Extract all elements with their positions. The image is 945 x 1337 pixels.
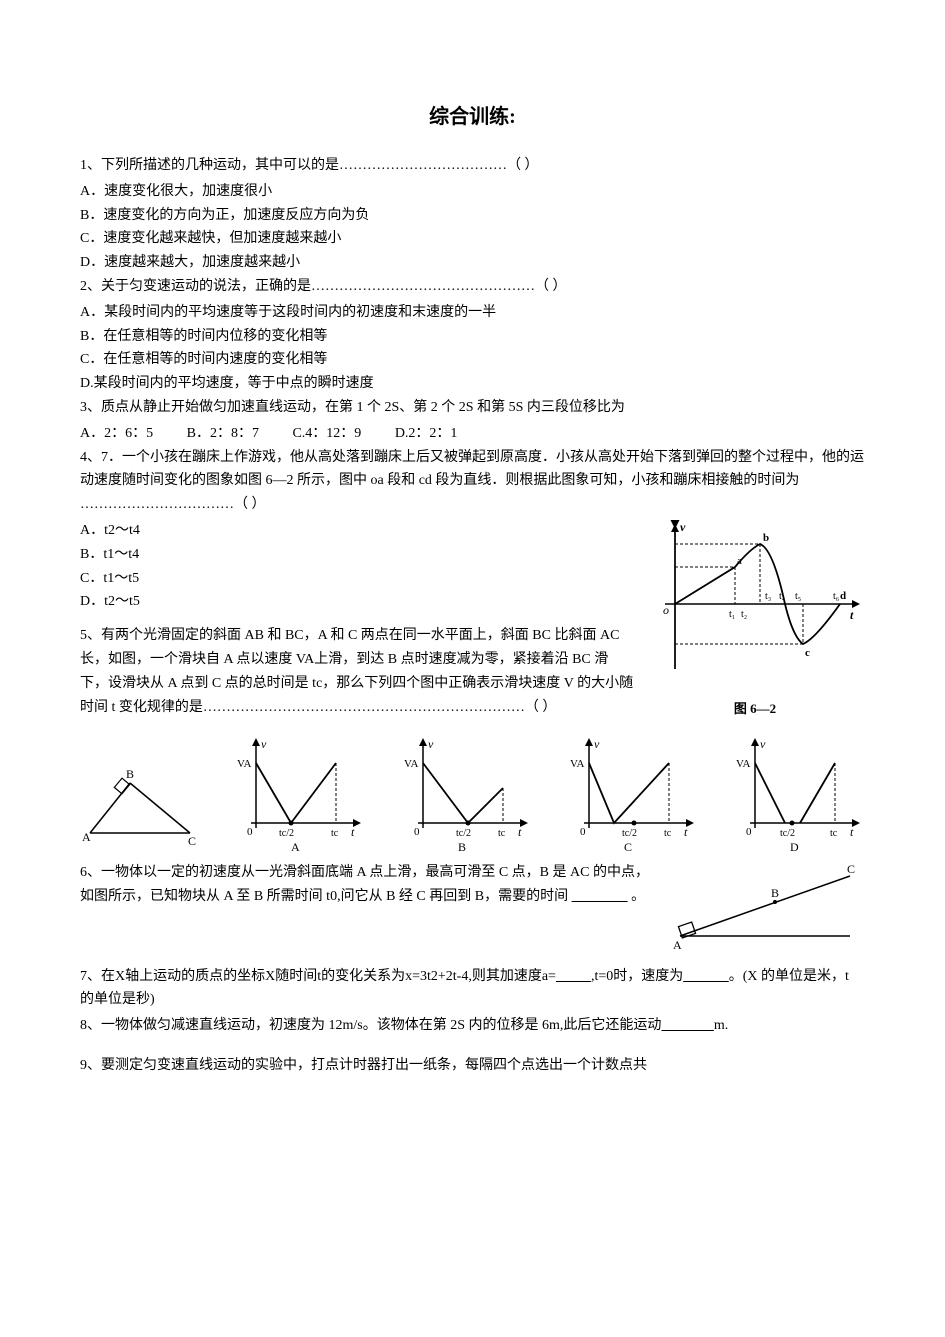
svg-text:t: t — [850, 608, 854, 622]
page-title: 综合训练: — [80, 100, 865, 134]
q3-options: A．2：6：5 B．2：8：7 C.4：12：9 D.2：2：1 — [80, 422, 865, 446]
q8-blank — [661, 1018, 714, 1033]
svg-text:0: 0 — [746, 826, 752, 838]
q2-opt-d: D.某段时间内的平均速度，等于中点的瞬时速度 — [80, 372, 865, 396]
q3-opt-d: D.2：2：1 — [395, 426, 458, 441]
q5-graph-a: v t VA 0 tc/2 tc A — [231, 733, 366, 853]
q7-text-a: 7、在X轴上运动的质点的坐标X随时间t的变化关系为x=3t2+2t-4,则其加速… — [80, 969, 556, 984]
q8-text-b: m. — [714, 1018, 728, 1033]
svg-text:A: A — [673, 938, 682, 951]
svg-text:v: v — [261, 737, 267, 751]
q2-opt-b: B．在任意相等的时间内位移的变化相等 — [80, 325, 865, 349]
svg-text:tc: tc — [498, 828, 506, 839]
q4-fig-label: 图 6—2 — [645, 698, 865, 720]
svg-text:c: c — [805, 647, 810, 659]
svg-text:t₅: t₅ — [795, 591, 801, 602]
q5-incline-diagram: A B C — [80, 753, 200, 853]
svg-text:t: t — [684, 825, 688, 839]
svg-text:VA: VA — [237, 758, 252, 770]
q3-stem: 3、质点从静止开始做匀加速直线运动，在第 1 个 2S、第 2 个 2S 和第 … — [80, 396, 865, 420]
svg-text:A: A — [82, 830, 91, 844]
svg-text:v: v — [594, 737, 600, 751]
svg-text:0: 0 — [247, 826, 253, 838]
svg-text:t: t — [518, 825, 522, 839]
svg-text:tc: tc — [830, 828, 838, 839]
q6-stem-after: 。 — [631, 889, 645, 904]
svg-text:t₂: t₂ — [741, 609, 747, 620]
svg-text:v: v — [428, 737, 434, 751]
svg-text:tc/2: tc/2 — [279, 828, 294, 839]
svg-text:VA: VA — [736, 758, 751, 770]
q5-graph-d: v t VA 0 tc/2 tc D — [730, 733, 865, 853]
q5-graph-c: v t VA 0 tc/2 tc C — [564, 733, 699, 853]
svg-text:tc: tc — [664, 828, 672, 839]
svg-text:B: B — [771, 886, 779, 900]
q1-opt-a: A．速度变化很大，加速度很小 — [80, 180, 865, 204]
q6-blank — [572, 889, 628, 904]
q7-blank-1 — [556, 969, 591, 984]
q1-opt-d: D．速度越来越大，加速度越来越小 — [80, 251, 865, 275]
svg-text:B: B — [126, 767, 134, 781]
q1-opt-c: C．速度变化越来越快，但加速度越来越小 — [80, 227, 865, 251]
q3-opt-a: A．2：6：5 — [80, 426, 153, 441]
q7-stem: 7、在X轴上运动的质点的坐标X随时间t的变化关系为x=3t2+2t-4,则其加速… — [80, 965, 865, 1013]
q7-blank-2 — [683, 969, 729, 984]
q4-figure: v t o a b c d t₁ t₂ t₃ t₄ t₅ t₆ 图 6—2 — [645, 519, 865, 720]
svg-text:A: A — [291, 840, 300, 853]
q1-opt-b: B．速度变化的方向为正，加速度反应方向为负 — [80, 204, 865, 228]
svg-text:d: d — [840, 590, 846, 602]
svg-text:VA: VA — [570, 758, 585, 770]
svg-text:C: C — [847, 862, 855, 876]
q4-vt-graph: v t o a b c d t₁ t₂ t₃ t₄ t₅ t₆ — [645, 519, 865, 689]
svg-text:b: b — [763, 532, 769, 544]
q9-stem: 9、要测定匀变速直线运动的实验中，打点计时器打出一纸条，每隔四个点选出一个计数点… — [80, 1054, 865, 1078]
svg-text:tc: tc — [331, 828, 339, 839]
svg-text:VA: VA — [404, 758, 419, 770]
svg-text:tc/2: tc/2 — [780, 828, 795, 839]
q3-opt-b: B．2：8：7 — [187, 426, 259, 441]
svg-text:0: 0 — [580, 826, 586, 838]
q7-text-b: ,t=0时，速度为 — [591, 969, 683, 984]
svg-text:t: t — [850, 825, 854, 839]
svg-text:v: v — [680, 520, 686, 534]
q2-opt-a: A．某段时间内的平均速度等于这段时间内的初速度和末速度的一半 — [80, 301, 865, 325]
svg-text:t₄: t₄ — [779, 591, 786, 602]
svg-text:D: D — [790, 840, 799, 853]
svg-text:tc/2: tc/2 — [456, 828, 471, 839]
svg-text:tc/2: tc/2 — [622, 828, 637, 839]
q6-stem-before: 6、一物体以一定的初速度从一光滑斜面底端 A 点上滑，最高可滑至 C 点，B 是… — [80, 865, 649, 904]
svg-text:a: a — [737, 555, 742, 567]
q1-stem: 1、下列所描述的几种运动，其中可以的是………………………………（ ） — [80, 154, 865, 178]
q5-graph-b: v t VA 0 tc/2 tc B — [398, 733, 533, 853]
svg-text:o: o — [663, 603, 669, 617]
q4-stem: 4、7．一个小孩在蹦床上作游戏，他从高处落到蹦床上后又被弹起到原高度．小孩从高处… — [80, 446, 865, 517]
svg-text:0: 0 — [414, 826, 420, 838]
svg-text:v: v — [760, 737, 766, 751]
svg-text:C: C — [624, 840, 632, 853]
svg-text:t₆: t₆ — [833, 591, 840, 602]
svg-text:C: C — [188, 834, 196, 848]
q5-graph-row: A B C v t VA 0 tc/2 tc A v t VA 0 tc/2 t… — [80, 733, 865, 853]
svg-text:t: t — [351, 825, 355, 839]
q6-figure: A B C — [665, 861, 865, 960]
q2-opt-c: C．在任意相等的时间内速度的变化相等 — [80, 348, 865, 372]
q6-incline-diagram: A B C — [665, 861, 865, 951]
q3-opt-c: C.4：12：9 — [292, 426, 361, 441]
svg-text:t₃: t₃ — [765, 591, 771, 602]
q8-stem: 8、一物体做匀减速直线运动，初速度为 12m/s。该物体在第 2S 内的位移是 … — [80, 1014, 865, 1038]
q2-stem: 2、关于匀变速运动的说法，正确的是…………………………………………（ ） — [80, 275, 865, 299]
q8-text-a: 8、一物体做匀减速直线运动，初速度为 12m/s。该物体在第 2S 内的位移是 … — [80, 1018, 661, 1033]
svg-text:t₁: t₁ — [729, 609, 735, 620]
svg-text:B: B — [458, 840, 466, 853]
